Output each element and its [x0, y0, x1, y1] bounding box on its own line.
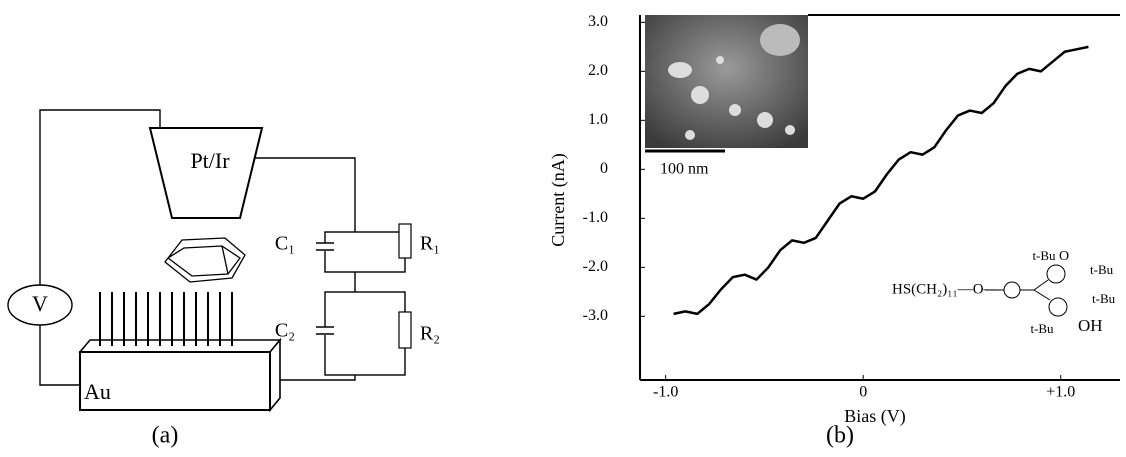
substrate	[78, 292, 282, 413]
component-label: C₂	[275, 320, 295, 342]
annotation: O	[1059, 249, 1069, 264]
substrate-label: Au	[84, 379, 111, 404]
resistor	[398, 311, 412, 349]
tip	[148, 127, 264, 219]
voltmeter	[7, 284, 73, 326]
y-tick-label: -1.0	[583, 209, 608, 226]
rc-loop	[324, 291, 406, 376]
iv-curve	[673, 45, 1089, 316]
y-tick-label: 3.0	[588, 13, 608, 30]
ring	[1003, 281, 1021, 299]
annotation: 100 nm	[660, 161, 709, 178]
annotation: t-Bu	[1030, 321, 1054, 336]
ring	[1048, 297, 1068, 317]
y-tick-label: 0	[600, 160, 608, 177]
panel-label: (a)	[152, 423, 179, 449]
annotation: HS(CH₂)₁₁—O—	[892, 281, 1000, 297]
wire	[252, 157, 356, 232]
wire	[39, 109, 161, 285]
y-axis-title: Current (nA)	[548, 153, 569, 246]
ring	[1046, 264, 1066, 284]
component-label: R₁	[420, 233, 440, 255]
wire	[39, 325, 80, 386]
crystal	[164, 237, 246, 283]
x-tick-label: +1.0	[1046, 384, 1075, 401]
gap	[320, 327, 330, 335]
bond	[1033, 289, 1051, 301]
x-axis-title: Bias (V)	[844, 406, 906, 427]
component-label: R₂	[420, 323, 440, 345]
y-tick-label: -3.0	[583, 307, 608, 324]
x-tick-label: 0	[859, 384, 867, 401]
gap	[320, 243, 330, 251]
wire	[275, 375, 356, 381]
circuit-diagram: Pt/Ir V Au C₁ R₁ C₂ R₂	[7, 109, 440, 449]
rc-loop	[324, 231, 406, 273]
y-tick-label: 1.0	[588, 111, 608, 128]
y-tick-label: -2.0	[583, 258, 608, 275]
inset-features	[668, 24, 800, 140]
y-tick-label: 2.0	[588, 62, 608, 79]
chart: (b) Bias (V) Current (nA) 3.0 2.0 1.0 0 -1.0…	[548, 13, 1120, 449]
panel-label: (b)	[826, 423, 854, 449]
component-label: C₁	[275, 233, 295, 255]
annotation: OH	[1078, 316, 1103, 335]
resistor	[398, 223, 412, 259]
annotation: t-Bu	[1090, 262, 1114, 277]
bond	[1033, 279, 1049, 291]
voltmeter-label: V	[32, 291, 48, 316]
x-tick-label: -1.0	[653, 384, 678, 401]
annotation: t-Bu	[1032, 248, 1056, 263]
tip-label: Pt/Ir	[190, 148, 230, 173]
annotation: t-Bu	[1092, 291, 1116, 306]
